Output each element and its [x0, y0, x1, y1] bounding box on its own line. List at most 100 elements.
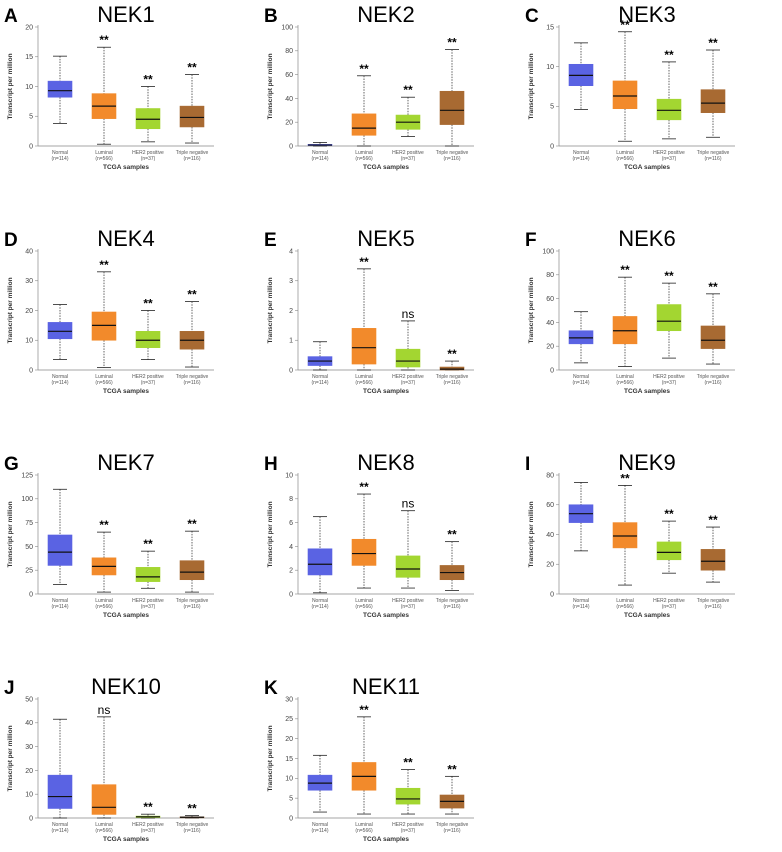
significance-label: ** [143, 800, 153, 814]
x-category-label: Normal [573, 598, 589, 604]
y-tick-label: 75 [25, 520, 33, 527]
significance-label: ** [99, 33, 109, 47]
x-category-label: Triple negative [436, 150, 469, 156]
x-category-count: (n=566) [355, 156, 373, 162]
y-tick-label: 15 [25, 54, 33, 61]
x-category-label: Normal [573, 150, 589, 156]
x-category-label: HER2 positive [392, 598, 424, 604]
panel-title: NEK10 [91, 674, 161, 699]
box-triple-negative: ** [439, 762, 465, 815]
box-her2-positive: ** [135, 73, 161, 143]
x-category-label: Triple negative [176, 150, 209, 156]
y-tick-label: 10 [285, 776, 293, 783]
box-normal [307, 341, 333, 371]
significance-label: ** [447, 762, 457, 776]
x-category-label: Normal [52, 822, 68, 828]
panel-letter: K [264, 678, 278, 699]
x-category-label: Luminal [355, 822, 373, 828]
x-category-count: (n=116) [183, 380, 200, 386]
x-category-count: (n=37) [141, 156, 156, 162]
x-category-count: (n=566) [616, 380, 634, 386]
x-category-count: (n=566) [616, 156, 634, 162]
x-category-label: Triple negative [176, 598, 209, 604]
significance-label: ** [187, 288, 197, 302]
box-triple-negative: ** [179, 288, 205, 368]
y-tick-label: 1 [289, 338, 293, 345]
significance-label: ** [664, 48, 674, 62]
panel-title: NEK3 [618, 2, 675, 27]
box-normal [307, 754, 333, 813]
significance-label: ** [403, 83, 413, 97]
x-axis-title: TCGA samples [363, 164, 409, 171]
box-triple-negative: ** [179, 61, 205, 144]
x-category-label: HER2 positive [392, 822, 424, 828]
x-category-label: Normal [312, 598, 328, 604]
box-luminal: ** [91, 518, 117, 593]
box-iqr [307, 548, 333, 576]
x-category-label: Triple negative [176, 374, 209, 380]
box-iqr [47, 80, 73, 98]
significance-label: ** [664, 507, 674, 521]
y-tick-label: 15 [285, 756, 293, 763]
y-tick-label: 20 [25, 24, 33, 31]
x-category-label: HER2 positive [653, 598, 685, 604]
x-category-count: (n=566) [355, 604, 373, 610]
y-axis-title: Transcript per million [7, 725, 14, 791]
box-iqr [700, 89, 726, 113]
x-category-count: (n=566) [355, 828, 373, 834]
y-tick-label: 20 [25, 768, 33, 775]
box-luminal: ** [91, 258, 117, 369]
box-her2-positive: ** [395, 756, 421, 815]
y-tick-label: 40 [546, 532, 554, 539]
x-category-count: (n=114) [572, 156, 589, 162]
panel-letter: F [525, 230, 537, 251]
panel-letter: B [264, 6, 278, 27]
significance-label: ns [402, 497, 415, 511]
x-category-count: (n=566) [95, 828, 113, 834]
box-iqr [700, 549, 726, 571]
significance-label: ** [447, 347, 457, 361]
box-iqr [179, 105, 205, 128]
box-luminal: ** [351, 62, 377, 147]
box-normal [568, 482, 594, 552]
x-axis-title: TCGA samples [103, 164, 149, 171]
box-luminal: ** [612, 263, 638, 367]
x-category-label: HER2 positive [392, 374, 424, 380]
box-her2-positive: ns [395, 497, 421, 589]
box-normal [47, 304, 73, 360]
y-tick-label: 0 [29, 591, 33, 598]
y-tick-label: 40 [285, 96, 293, 103]
box-iqr [439, 90, 465, 125]
x-category-count: (n=116) [443, 380, 460, 386]
y-tick-label: 125 [21, 472, 33, 479]
y-tick-label: 25 [25, 568, 33, 575]
y-tick-label: 3 [289, 278, 293, 285]
box-her2-positive: ** [656, 48, 682, 140]
box-iqr [135, 331, 161, 348]
panel-f: F NEK6 0 20 40 60 80 100 Transcript per million T… [525, 226, 735, 395]
box-iqr [612, 522, 638, 549]
x-axis-title: TCGA samples [103, 388, 149, 395]
x-category-label: Normal [52, 374, 68, 380]
y-tick-label: 0 [29, 367, 33, 374]
x-category-count: (n=37) [662, 380, 677, 386]
x-category-count: (n=116) [704, 604, 721, 610]
x-category-label: Triple negative [436, 822, 469, 828]
x-category-count: (n=114) [51, 380, 68, 386]
y-tick-label: 80 [285, 48, 293, 55]
x-category-count: (n=114) [51, 156, 68, 162]
x-category-label: HER2 positive [132, 374, 164, 380]
box-iqr [395, 348, 421, 368]
box-triple-negative: ** [439, 36, 465, 147]
significance-label: ** [359, 255, 369, 269]
significance-label: ** [99, 518, 109, 532]
panel-e: E NEK5 0 1 2 3 4 Transcript per million TCGA sam… [264, 226, 474, 395]
box-normal [307, 142, 333, 147]
x-category-label: HER2 positive [653, 374, 685, 380]
significance-label: ** [359, 703, 369, 717]
panel-title: NEK1 [97, 2, 154, 27]
significance-label: ** [187, 517, 197, 531]
box-triple-negative: ** [179, 802, 205, 819]
x-category-label: HER2 positive [392, 150, 424, 156]
x-axis-title: TCGA samples [624, 164, 670, 171]
